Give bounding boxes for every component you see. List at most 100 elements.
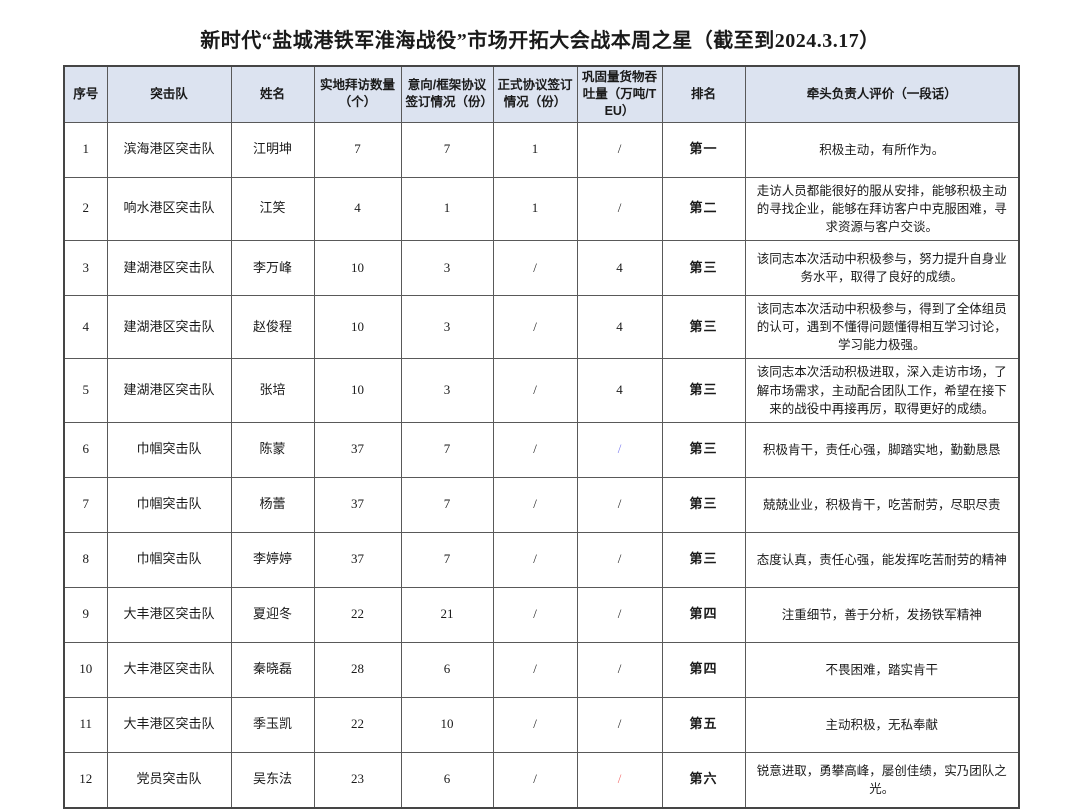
cell-evaluation: 该同志本次活动中积极参与，努力提升自身业务水平，取得了良好的成绩。 xyxy=(744,240,1020,296)
cell-index: 3 xyxy=(63,240,108,296)
cell-intent-agreements: 10 xyxy=(400,696,494,753)
cell-formal-agreements: / xyxy=(492,240,578,296)
cell-name: 李万峰 xyxy=(230,240,315,296)
col-header-evaluation: 牵头负责人评价（一段话） xyxy=(744,65,1020,123)
cell-name: 季玉凯 xyxy=(230,696,315,753)
cell-throughput: 4 xyxy=(576,358,663,423)
cell-visits: 37 xyxy=(313,421,402,478)
cell-visits: 23 xyxy=(313,751,402,809)
cell-team: 建湖港区突击队 xyxy=(106,358,232,423)
cell-throughput: 4 xyxy=(576,294,663,360)
cell-rank: 第四 xyxy=(661,641,746,698)
cell-throughput: 4 xyxy=(576,240,663,296)
cell-rank: 第三 xyxy=(661,294,746,360)
cell-rank: 第一 xyxy=(661,121,746,178)
cell-intent-agreements: 21 xyxy=(400,586,494,643)
cell-name: 吴东法 xyxy=(230,751,315,809)
cell-visits: 37 xyxy=(313,476,402,533)
cell-evaluation: 走访人员都能很好的服从安排，能够积极主动的寻找企业，能够在拜访客户中克服困难，寻… xyxy=(744,176,1020,242)
weekly-star-table: 序号 突击队 姓名 实地拜访数量（个） 意向/框架协议签订情况（份） 正式协议签订情况（份… xyxy=(63,65,1020,809)
table-row: 10 大丰港区突击队 秦晓磊 28 6// 第四 不畏困难，踏实肯干 xyxy=(63,641,1020,698)
cell-evaluation: 兢兢业业，积极肯干，吃苦耐劳，尽职尽责 xyxy=(744,476,1020,533)
cell-formal-agreements: 1 xyxy=(492,121,578,178)
cell-index: 11 xyxy=(63,696,108,753)
cell-throughput: / xyxy=(576,121,663,178)
col-header-team: 突击队 xyxy=(106,65,232,123)
cell-formal-agreements: / xyxy=(492,421,578,478)
cell-team: 大丰港区突击队 xyxy=(106,641,232,698)
cell-index: 8 xyxy=(63,531,108,588)
cell-rank: 第二 xyxy=(661,176,746,242)
cell-intent-agreements: 7 xyxy=(400,121,494,178)
col-header-visits: 实地拜访数量（个） xyxy=(313,65,402,123)
table-row: 6 巾帼突击队 陈蒙 37 7// 第三 积极肯干，责任心强，脚踏实地，勤勤恳恳 xyxy=(63,421,1020,478)
cell-rank: 第四 xyxy=(661,586,746,643)
table-row: 2 响水港区突击队 江笑 4 1 1/第二 走访人员都能很好的服从安排，能够积极主动的寻找企… xyxy=(63,176,1020,242)
cell-team: 巾帼突击队 xyxy=(106,476,232,533)
cell-rank: 第三 xyxy=(661,476,746,533)
cell-rank: 第五 xyxy=(661,696,746,753)
cell-intent-agreements: 7 xyxy=(400,421,494,478)
cell-name: 江笑 xyxy=(230,176,315,242)
cell-team: 大丰港区突击队 xyxy=(106,696,232,753)
table-row: 9 大丰港区突击队 夏迎冬 22 21// 第四 注重细节，善于分析，发扬铁军精神 xyxy=(63,586,1020,643)
cell-name: 夏迎冬 xyxy=(230,586,315,643)
page-title: 新时代“盐城港铁军淮海战役”市场开拓大会战本周之星（截至到2024.3.17） xyxy=(200,30,880,52)
cell-formal-agreements: 1 xyxy=(492,176,578,242)
table-row: 4 建湖港区突击队 赵俊程 10 3/4 第三 该同志本次活动中积极参与，得到了全体组员的认… xyxy=(63,294,1020,360)
table-row: 5 建湖港区突击队 张培 10 3/4 第三 该同志本次活动积极进取，深入走访市场，了解市场… xyxy=(63,358,1020,423)
cell-throughput: / xyxy=(576,531,663,588)
cell-team: 党员突击队 xyxy=(106,751,232,809)
cell-visits: 22 xyxy=(313,696,402,753)
cell-intent-agreements: 3 xyxy=(400,294,494,360)
table-row: 11 大丰港区突击队 季玉凯 22 10// 第五 主动积极，无私奉献 xyxy=(63,696,1020,753)
col-header-name: 姓名 xyxy=(230,65,315,123)
cell-team: 建湖港区突击队 xyxy=(106,240,232,296)
table-row: 8 巾帼突击队 李婷婷 37 7// 第三 态度认真，责任心强，能发挥吃苦耐劳的精神 xyxy=(63,531,1020,588)
cell-team: 巾帼突击队 xyxy=(106,531,232,588)
cell-intent-agreements: 6 xyxy=(400,751,494,809)
cell-visits: 10 xyxy=(313,358,402,423)
cell-rank: 第六 xyxy=(661,751,746,809)
cell-visits: 4 xyxy=(313,176,402,242)
cell-rank: 第三 xyxy=(661,531,746,588)
cell-intent-agreements: 6 xyxy=(400,641,494,698)
cell-team: 滨海港区突击队 xyxy=(106,121,232,178)
cell-visits: 22 xyxy=(313,586,402,643)
cell-formal-agreements: / xyxy=(492,696,578,753)
col-header-rank: 排名 xyxy=(661,65,746,123)
cell-evaluation: 锐意进取，勇攀高峰，屡创佳绩，实乃团队之光。 xyxy=(744,751,1020,809)
cell-throughput: / xyxy=(576,641,663,698)
col-header-throughput: 巩固量货物吞吐量（万吨/TEU） xyxy=(576,65,663,123)
cell-throughput: / xyxy=(576,476,663,533)
cell-visits: 10 xyxy=(313,294,402,360)
cell-throughput: / xyxy=(576,696,663,753)
cell-visits: 7 xyxy=(313,121,402,178)
cell-formal-agreements: / xyxy=(492,294,578,360)
col-header-formal-agreements: 正式协议签订情况（份） xyxy=(492,65,578,123)
cell-name: 赵俊程 xyxy=(230,294,315,360)
cell-evaluation: 注重细节，善于分析，发扬铁军精神 xyxy=(744,586,1020,643)
cell-rank: 第三 xyxy=(661,358,746,423)
cell-evaluation: 态度认真，责任心强，能发挥吃苦耐劳的精神 xyxy=(744,531,1020,588)
cell-intent-agreements: 3 xyxy=(400,240,494,296)
cell-team: 巾帼突击队 xyxy=(106,421,232,478)
cell-team: 建湖港区突击队 xyxy=(106,294,232,360)
cell-index: 12 xyxy=(63,751,108,809)
cell-evaluation: 该同志本次活动积极进取，深入走访市场，了解市场需求，主动配合团队工作，希望在接下… xyxy=(744,358,1020,423)
cell-team: 大丰港区突击队 xyxy=(106,586,232,643)
cell-throughput: / xyxy=(576,586,663,643)
cell-formal-agreements: / xyxy=(492,531,578,588)
cell-throughput: / xyxy=(576,421,663,478)
cell-intent-agreements: 1 xyxy=(400,176,494,242)
cell-visits: 28 xyxy=(313,641,402,698)
cell-index: 7 xyxy=(63,476,108,533)
cell-formal-agreements: / xyxy=(492,586,578,643)
cell-formal-agreements: / xyxy=(492,358,578,423)
cell-rank: 第三 xyxy=(661,421,746,478)
cell-evaluation: 不畏困难，踏实肯干 xyxy=(744,641,1020,698)
table-row: 12 党员突击队 吴东法 23 6// 第六 锐意进取，勇攀高峰，屡创佳绩，实乃团队之光。 xyxy=(63,751,1020,809)
cell-throughput: / xyxy=(576,176,663,242)
cell-index: 2 xyxy=(63,176,108,242)
cell-name: 李婷婷 xyxy=(230,531,315,588)
